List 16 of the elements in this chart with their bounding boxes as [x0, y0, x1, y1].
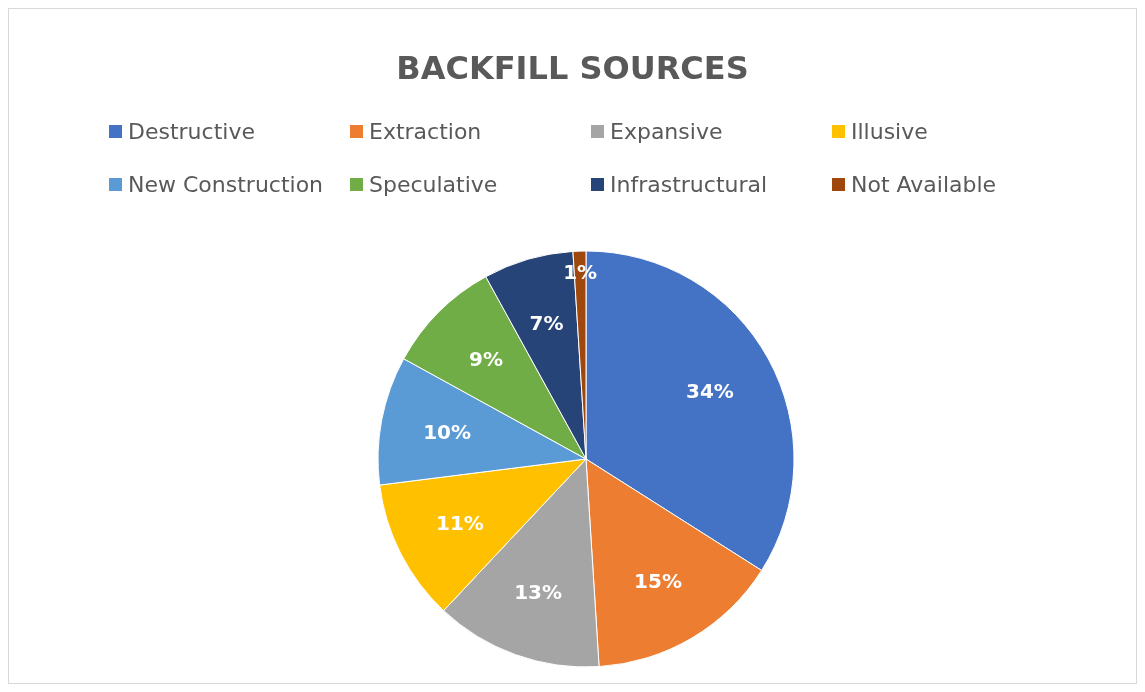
legend-label: Extraction	[369, 119, 482, 144]
legend-label: Speculative	[369, 172, 498, 197]
data-label: 7%	[529, 311, 564, 336]
legend-label: Expansive	[610, 119, 723, 144]
data-label: 13%	[514, 580, 563, 605]
data-label: 34%	[686, 378, 734, 403]
data-label: 15%	[634, 568, 682, 593]
legend-label: Not Available	[851, 172, 997, 197]
legend-label: New Construction	[128, 172, 324, 197]
chart-title: BACKFILL SOURCES	[395, 49, 750, 87]
data-label: 9%	[469, 346, 503, 371]
legend-label: Destructive	[128, 119, 255, 144]
legend-label: Illusive	[851, 119, 928, 144]
legend-label: Infrastructural	[610, 172, 768, 197]
data-label: 11%	[436, 511, 484, 536]
data-label: 10%	[423, 420, 471, 445]
